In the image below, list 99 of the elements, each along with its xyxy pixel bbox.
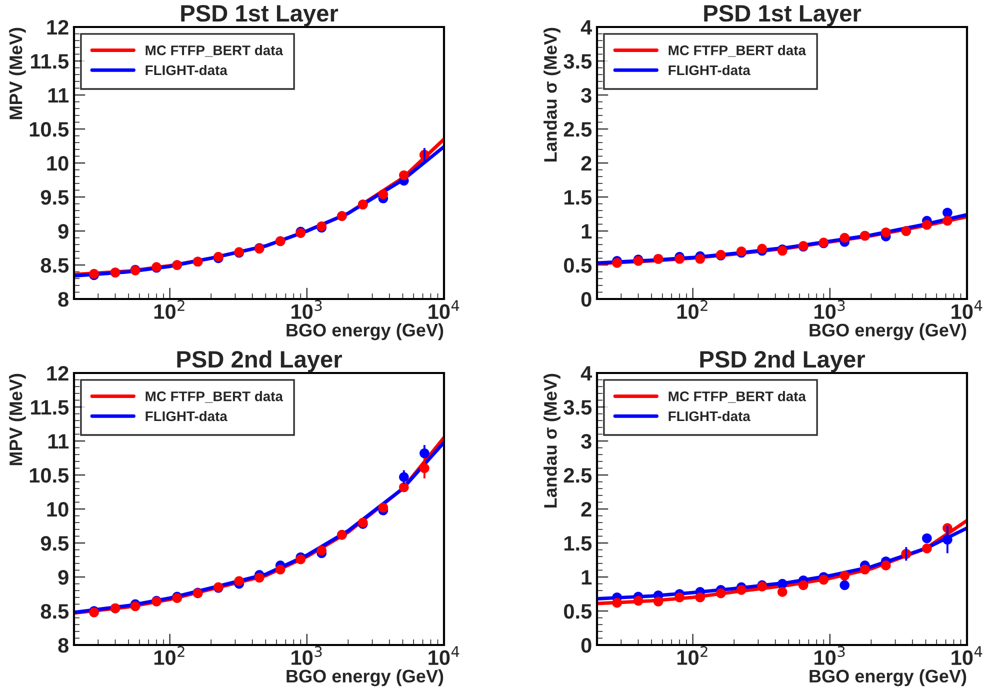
y-tick-label: 9.5 — [40, 536, 69, 551]
y-tick-label: 11 — [48, 88, 69, 103]
y-tick-label: 10 — [47, 156, 68, 171]
chart-title: PSD 1st Layer — [704, 4, 862, 26]
point — [798, 580, 808, 590]
y-tick-label: 11.5 — [31, 54, 69, 69]
x-tick-label: 10$^{4}$ — [952, 646, 982, 666]
y-tick-label: 4 — [580, 366, 592, 381]
x-axis-title: BGO energy (GeV) — [286, 323, 444, 340]
y-tick-label: 2.5 — [564, 468, 592, 483]
y-tick-label: 11.5 — [31, 400, 69, 415]
y-axis-title: MPV (MeV) — [8, 28, 26, 120]
x-tick-label: 10$^{4}$ — [428, 300, 460, 320]
y-tick-label: 8 — [58, 292, 68, 307]
point — [716, 588, 726, 598]
point — [399, 170, 409, 180]
legend-label: MC FTFP_BERT data — [668, 391, 806, 403]
point — [942, 216, 952, 226]
y-tick-label: 1 — [582, 570, 592, 585]
point — [777, 578, 788, 589]
legend-label: FLIGHT-data — [668, 410, 750, 422]
legend-label: FLIGHT-data — [146, 64, 228, 76]
point — [942, 208, 952, 218]
chart-title: PSD 2nd Layer — [700, 350, 865, 372]
point — [695, 254, 706, 264]
y-tick-label: 10.5 — [30, 122, 69, 137]
y-tick-label: 0 — [581, 638, 592, 653]
y-tick-label: 0.5 — [564, 258, 592, 273]
y-axis-title: Landau σ (MeV) — [544, 28, 560, 162]
y-tick-label: 3.5 — [564, 54, 592, 69]
y-tick-label: 12 — [47, 20, 68, 35]
legend-label: FLIGHT-data — [668, 64, 750, 76]
y-tick-label: 1.5 — [564, 536, 592, 551]
y-tick-label: 8.5 — [40, 258, 69, 273]
y-tick-label: 10.5 — [30, 468, 69, 483]
y-tick-label: 3.5 — [564, 400, 592, 415]
point — [254, 572, 264, 583]
point — [674, 592, 684, 602]
point — [922, 544, 932, 554]
y-tick-label: 10 — [47, 502, 68, 517]
point — [880, 560, 891, 570]
y-tick-label: 9 — [58, 224, 68, 239]
y-tick-label: 9.5 — [40, 190, 69, 205]
point — [818, 574, 829, 585]
y-tick-label: 2 — [581, 156, 592, 171]
point — [316, 546, 327, 556]
point — [633, 596, 644, 606]
point — [234, 576, 244, 586]
x-tick-label: 10$^{2}$ — [677, 300, 708, 320]
point — [399, 482, 409, 492]
legend-label: MC FTFP_BERT data — [668, 45, 806, 57]
y-tick-label: 2.5 — [564, 122, 592, 137]
chart-title: PSD 1st Layer — [181, 4, 338, 26]
y-axis-title: MPV (MeV) — [8, 374, 26, 466]
point — [840, 580, 850, 590]
y-tick-label: 9 — [58, 570, 68, 585]
point — [860, 564, 870, 574]
y-tick-label: 3 — [581, 434, 592, 449]
x-axis-title: BGO energy (GeV) — [286, 669, 444, 686]
point — [777, 587, 788, 597]
legend-label: MC FTFP_BERT data — [146, 45, 284, 57]
y-tick-label: 2 — [581, 502, 592, 517]
point — [275, 564, 286, 574]
x-tick-label: 10$^{4}$ — [428, 646, 460, 666]
x-tick-label: 10$^{2}$ — [154, 300, 184, 320]
legend-label: FLIGHT-data — [146, 410, 228, 422]
point — [736, 585, 746, 595]
y-axis-title: Landau σ (MeV) — [544, 374, 560, 508]
y-tick-label: 1 — [582, 224, 592, 239]
chart-title: PSD 2nd Layer — [177, 350, 342, 372]
x-tick-label: 10$^{4}$ — [952, 300, 982, 320]
point — [880, 227, 891, 238]
y-tick-label: 4 — [580, 20, 592, 35]
x-tick-label: 10$^{3}$ — [292, 646, 322, 666]
y-tick-label: 0 — [581, 292, 592, 307]
y-tick-label: 1.5 — [564, 190, 592, 205]
point — [378, 189, 388, 200]
x-tick-label: 10$^{3}$ — [814, 646, 845, 666]
y-tick-label: 3 — [581, 88, 592, 103]
y-tick-label: 8.5 — [40, 604, 69, 619]
x-tick-label: 10$^{3}$ — [292, 300, 322, 320]
point — [922, 220, 932, 230]
point — [653, 596, 664, 606]
point — [922, 533, 932, 544]
x-axis-title: BGO energy (GeV) — [810, 323, 966, 340]
x-axis-title: BGO energy (GeV) — [810, 669, 966, 686]
point — [840, 570, 850, 581]
x-tick-label: 10$^{2}$ — [677, 646, 708, 666]
y-tick-label: 11 — [48, 434, 69, 449]
y-tick-label: 8 — [58, 638, 68, 653]
x-tick-label: 10$^{3}$ — [814, 300, 845, 320]
point — [378, 502, 388, 513]
y-tick-label: 0.5 — [564, 604, 592, 619]
point — [695, 592, 706, 602]
legend-label: MC FTFP_BERT data — [146, 391, 284, 403]
point — [840, 232, 850, 243]
x-tick-label: 10$^{2}$ — [154, 646, 184, 666]
y-tick-label: 12 — [47, 366, 68, 381]
point — [612, 598, 622, 608]
